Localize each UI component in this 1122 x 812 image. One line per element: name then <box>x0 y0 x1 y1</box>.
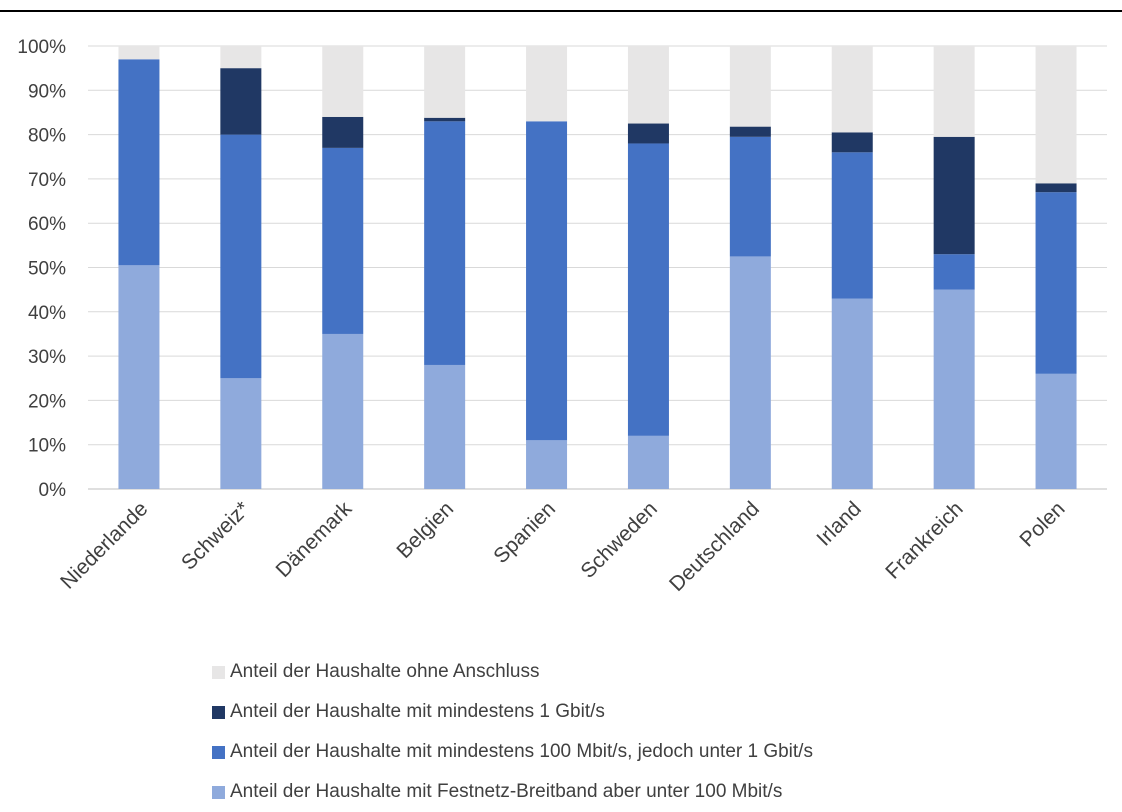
legend-swatch <box>212 705 225 719</box>
bar-segment <box>424 364 466 489</box>
y-tick-label: 10% <box>28 436 66 457</box>
bar-segment <box>322 46 364 117</box>
bar-segment <box>220 46 262 69</box>
bar-segment <box>526 46 568 122</box>
bar-segment <box>627 435 669 489</box>
bar-segment <box>1035 192 1077 374</box>
bar-segment <box>627 143 669 436</box>
category-label: Dänemark <box>272 497 357 582</box>
bar-segment <box>220 134 262 379</box>
bar-segment <box>220 378 262 489</box>
category-label: Belgien <box>392 497 458 563</box>
y-tick-label: 70% <box>28 170 66 191</box>
y-tick-label: 50% <box>28 259 66 280</box>
bar-segment <box>424 46 466 118</box>
y-tick-label: 20% <box>28 391 66 412</box>
bar-segment <box>729 256 771 489</box>
bar-segment <box>831 132 873 153</box>
top-rule <box>0 10 1122 12</box>
bar-segment <box>933 289 975 489</box>
legend-label: Anteil der Haushalte mit mindestens 1 Gb… <box>230 701 605 722</box>
legend-swatch <box>212 665 225 679</box>
bar-segment <box>1035 373 1077 489</box>
y-tick-label: 0% <box>39 480 67 501</box>
legend-item: Anteil der Haushalte mit mindestens 100 … <box>212 732 813 772</box>
bar-segment <box>118 265 160 489</box>
bar-segment <box>831 46 873 133</box>
y-tick-label: 60% <box>28 214 66 235</box>
category-label: Irland <box>812 497 865 550</box>
legend-label: Anteil der Haushalte mit Festnetz-Breitb… <box>230 781 783 802</box>
category-label: Schweden <box>576 497 662 583</box>
legend-label: Anteil der Haushalte mit mindestens 100 … <box>230 741 813 762</box>
legend-item: Anteil der Haushalte ohne Anschluss <box>212 652 813 692</box>
category-label: Schweiz* <box>177 497 254 574</box>
y-tick-label: 100% <box>17 37 66 58</box>
bar-segment <box>729 126 771 137</box>
bar-segment <box>933 136 975 255</box>
category-label: Niederlande <box>56 497 152 593</box>
bar-segment <box>220 68 262 135</box>
bar-segment <box>424 121 466 365</box>
bar-segment <box>322 333 364 489</box>
bar-segment <box>526 121 568 441</box>
bar-segment <box>424 117 466 122</box>
legend: Anteil der Haushalte ohne Anschluss Antei… <box>212 652 813 812</box>
bar-segment <box>322 116 364 148</box>
bar-segment <box>933 254 975 290</box>
bar-segment <box>118 46 160 60</box>
legend-swatch <box>212 785 225 799</box>
bar-segment <box>831 298 873 489</box>
category-label: Frankreich <box>881 497 967 583</box>
category-label: Deutschland <box>665 497 764 596</box>
y-tick-label: 40% <box>28 303 66 324</box>
y-tick-label: 30% <box>28 347 66 368</box>
bar-segment <box>1035 46 1077 184</box>
legend-swatch <box>212 745 225 759</box>
bar-segment <box>322 147 364 334</box>
bar-segment <box>627 123 669 144</box>
bar-segment <box>627 46 669 124</box>
bar-segment <box>831 152 873 299</box>
bar-segment <box>118 59 160 266</box>
y-tick-label: 90% <box>28 81 66 102</box>
category-label: Polen <box>1015 497 1069 551</box>
bar-segment <box>526 440 568 489</box>
legend-label: Anteil der Haushalte ohne Anschluss <box>230 661 540 682</box>
bar-segment <box>729 136 771 257</box>
legend-item: Anteil der Haushalte mit mindestens 1 Gb… <box>212 692 813 732</box>
legend-item: Anteil der Haushalte mit Festnetz-Breitb… <box>212 772 813 812</box>
y-tick-label: 80% <box>28 126 66 147</box>
category-label: Spanien <box>489 497 560 568</box>
bar-segment <box>1035 183 1077 193</box>
bar-segment <box>729 46 771 127</box>
bar-segment <box>933 46 975 137</box>
